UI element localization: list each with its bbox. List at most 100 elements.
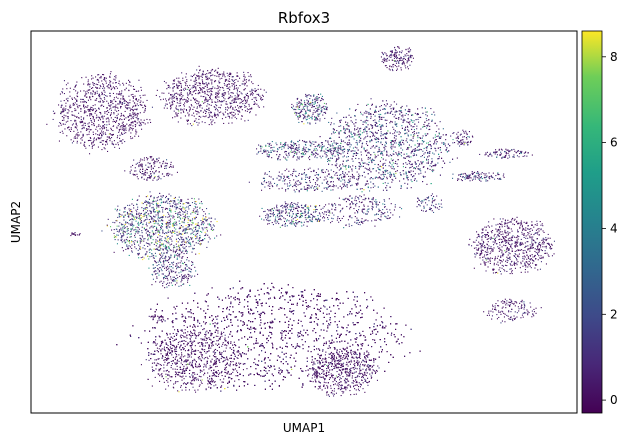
scatter-point	[140, 163, 142, 165]
scatter-point	[103, 84, 105, 86]
scatter-point	[68, 129, 70, 131]
scatter-point	[172, 231, 174, 233]
scatter-point	[296, 153, 298, 155]
scatter-point	[166, 232, 168, 234]
scatter-point	[106, 113, 108, 115]
scatter-point	[118, 82, 120, 84]
scatter-point	[343, 183, 345, 185]
scatter-point	[105, 141, 107, 143]
scatter-point	[294, 191, 296, 193]
scatter-point	[83, 126, 85, 128]
scatter-point	[176, 268, 178, 270]
scatter-point	[191, 275, 193, 277]
scatter-point	[347, 156, 349, 158]
scatter-point	[150, 242, 152, 244]
scatter-point	[67, 118, 69, 120]
scatter-point	[171, 101, 173, 103]
scatter-point	[309, 149, 311, 151]
scatter-point	[303, 207, 305, 209]
scatter-point	[281, 173, 283, 175]
scatter-point	[121, 90, 123, 92]
scatter-point	[255, 89, 257, 91]
scatter-point	[116, 93, 118, 95]
scatter-point	[184, 115, 186, 117]
scatter-point	[134, 135, 136, 137]
scatter-point	[110, 100, 112, 102]
scatter-point	[308, 117, 310, 119]
scatter-point	[284, 206, 286, 208]
scatter-point	[182, 206, 184, 208]
scatter-point	[311, 221, 313, 223]
scatter-point	[213, 229, 215, 231]
scatter-point	[104, 91, 106, 93]
scatter-point	[190, 213, 192, 215]
scatter-point	[275, 222, 277, 224]
scatter-point	[190, 271, 192, 273]
scatter-point	[126, 230, 128, 232]
scatter-point	[177, 237, 179, 239]
scatter-point	[160, 164, 162, 166]
scatter-point	[166, 221, 168, 223]
scatter-point	[101, 149, 103, 151]
scatter-point	[114, 109, 116, 111]
scatter-point	[319, 219, 321, 221]
scatter-point	[144, 110, 146, 112]
scatter-point	[221, 95, 223, 97]
scatter-point	[193, 230, 195, 232]
scatter-point	[180, 112, 182, 114]
scatter-point	[110, 129, 112, 131]
scatter-point	[179, 202, 181, 204]
scatter-point	[178, 254, 180, 256]
scatter-point	[148, 202, 150, 204]
scatter-point	[316, 157, 318, 159]
scatter-point	[208, 217, 210, 219]
scatter-point	[193, 233, 195, 235]
scatter-point	[106, 143, 108, 145]
scatter-point	[218, 100, 220, 102]
scatter-point	[173, 83, 175, 85]
scatter-point	[286, 183, 288, 185]
scatter-point	[406, 163, 408, 165]
scatter-point	[111, 143, 113, 145]
scatter-point	[234, 99, 236, 101]
scatter-point	[227, 87, 229, 89]
scatter-point	[241, 100, 243, 102]
scatter-point	[229, 75, 231, 77]
scatter-point	[259, 95, 261, 97]
scatter-point	[315, 218, 317, 220]
scatter-point	[153, 162, 155, 164]
scatter-point	[107, 102, 109, 104]
scatter-point	[299, 183, 301, 185]
scatter-point	[181, 209, 183, 211]
scatter-point	[103, 89, 105, 91]
scatter-point	[285, 151, 287, 153]
scatter-point	[180, 98, 182, 100]
scatter-point	[168, 98, 170, 100]
scatter-point	[226, 79, 228, 81]
scatter-point	[269, 216, 271, 218]
scatter-point	[207, 91, 209, 93]
scatter-point	[129, 128, 131, 130]
scatter-point	[113, 229, 115, 231]
scatter-point	[403, 118, 405, 120]
scatter-point	[190, 92, 192, 94]
scatter-point	[306, 188, 308, 190]
scatter-point	[200, 110, 202, 112]
scatter-point	[159, 253, 161, 255]
scatter-point	[306, 118, 308, 120]
scatter-point	[182, 110, 184, 112]
scatter-point	[150, 195, 152, 197]
scatter-point	[296, 144, 298, 146]
scatter-point	[183, 229, 185, 231]
scatter-point	[79, 121, 81, 123]
scatter-point	[233, 98, 235, 100]
scatter-point	[271, 141, 273, 143]
scatter-point	[170, 278, 172, 280]
scatter-point	[216, 92, 218, 94]
scatter-point	[171, 279, 173, 281]
scatter-point	[83, 100, 85, 102]
scatter-point	[287, 188, 289, 190]
scatter-point	[137, 178, 139, 180]
scatter-point	[226, 87, 228, 89]
scatter-point	[300, 104, 302, 106]
